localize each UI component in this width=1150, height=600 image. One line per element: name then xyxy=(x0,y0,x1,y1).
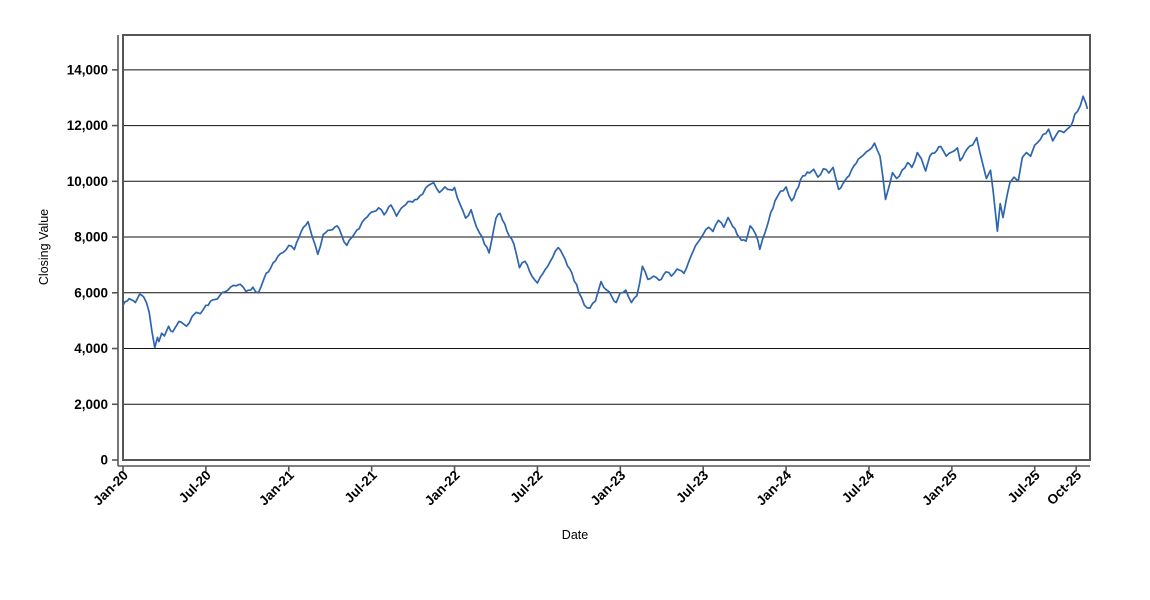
y-tick-label: 8,000 xyxy=(74,230,108,245)
y-tick-label: 12,000 xyxy=(67,118,108,133)
closing-value-line xyxy=(123,95,1089,349)
y-tick-label: 6,000 xyxy=(74,285,108,300)
x-tick-label: Jan-21 xyxy=(256,467,297,508)
x-tick-label: Jul-21 xyxy=(342,467,381,506)
x-tick-label: Jan-25 xyxy=(919,467,960,508)
plot-border xyxy=(122,34,1091,461)
x-tick-label: Jul-22 xyxy=(507,468,545,506)
x-tick-label: Jan-22 xyxy=(422,468,463,509)
x-tick-label: Jul-25 xyxy=(1005,467,1044,506)
y-axis-title: Closing Value xyxy=(37,208,51,286)
x-tick-label: Jul-24 xyxy=(839,467,878,506)
x-tick-label: Jan-23 xyxy=(588,467,629,508)
x-tick-label: Jan-24 xyxy=(753,467,794,508)
x-axis-title: Date xyxy=(561,528,589,542)
x-tick-label: Jul-23 xyxy=(673,467,712,506)
x-tick-label: Oct-25 xyxy=(1044,467,1085,508)
y-tick-label: 0 xyxy=(100,453,108,468)
y-tick-label: 4,000 xyxy=(74,341,108,356)
x-tick-label: Jul-20 xyxy=(176,468,214,506)
y-tick-label: 10,000 xyxy=(67,174,108,189)
y-tick-label: 2,000 xyxy=(74,397,108,412)
y-tick-label: 14,000 xyxy=(67,62,108,77)
x-tick-label: Jan-20 xyxy=(90,468,131,509)
